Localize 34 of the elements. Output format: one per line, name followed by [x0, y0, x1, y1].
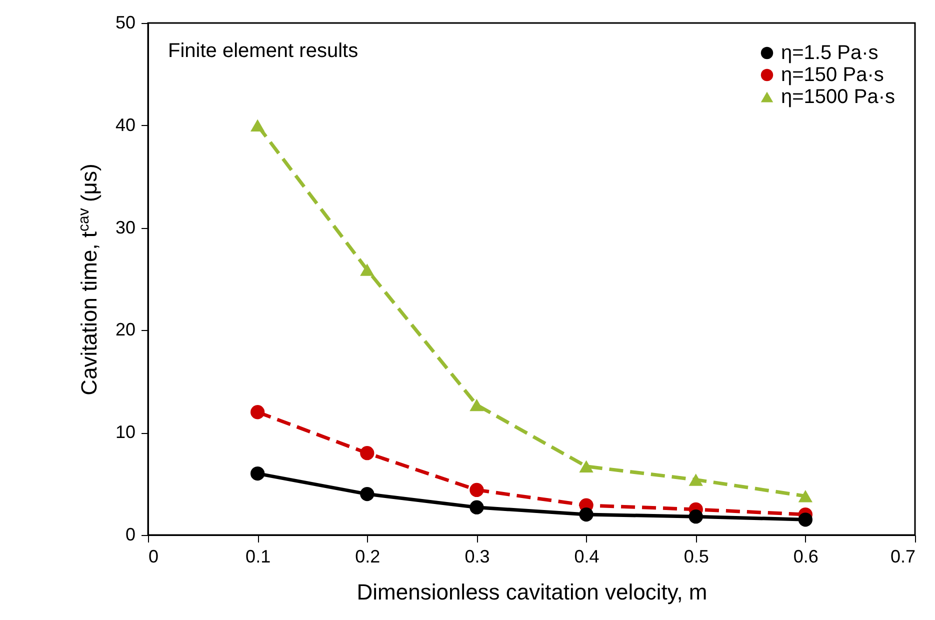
- x-tick-label: 0.4: [574, 546, 600, 566]
- y-tick-label: 0: [125, 524, 136, 544]
- point: [688, 510, 703, 524]
- y-tick-label: 30: [115, 217, 136, 238]
- point: [579, 507, 594, 522]
- x-axis-title: Dimensionless cavitation velocity, m: [356, 580, 708, 604]
- y-tick-label: 10: [115, 422, 136, 442]
- legend-label: η=1500 Pa·s: [781, 86, 895, 108]
- point: [250, 405, 265, 420]
- x-tick-label: 0.5: [684, 546, 709, 566]
- x-tick-label: 0: [148, 546, 159, 566]
- point: [360, 446, 374, 460]
- point: [470, 398, 484, 412]
- x-tick-label: 0.6: [793, 546, 818, 566]
- point: [798, 490, 812, 502]
- annotation: Finite element results: [168, 40, 358, 62]
- point: [688, 474, 703, 486]
- point: [579, 460, 594, 473]
- y-tick-label: 50: [115, 12, 136, 32]
- x-tick-label: 0.2: [355, 546, 380, 566]
- point: [250, 466, 265, 481]
- x-tick-label: 0.3: [464, 546, 490, 566]
- y-tick-label: 40: [115, 114, 136, 135]
- x-tick-label: 0.7: [890, 546, 916, 566]
- legend-label: η=150 Pa·s: [781, 64, 884, 86]
- x-tick-label: 0.1: [246, 546, 271, 566]
- point: [470, 500, 484, 514]
- point: [360, 264, 374, 276]
- legend-label: η=1.5 Pa·s: [781, 42, 878, 64]
- point: [470, 482, 484, 497]
- point: [798, 512, 812, 527]
- point: [250, 119, 265, 132]
- y-tick-label: 20: [115, 320, 136, 340]
- point: [360, 486, 374, 502]
